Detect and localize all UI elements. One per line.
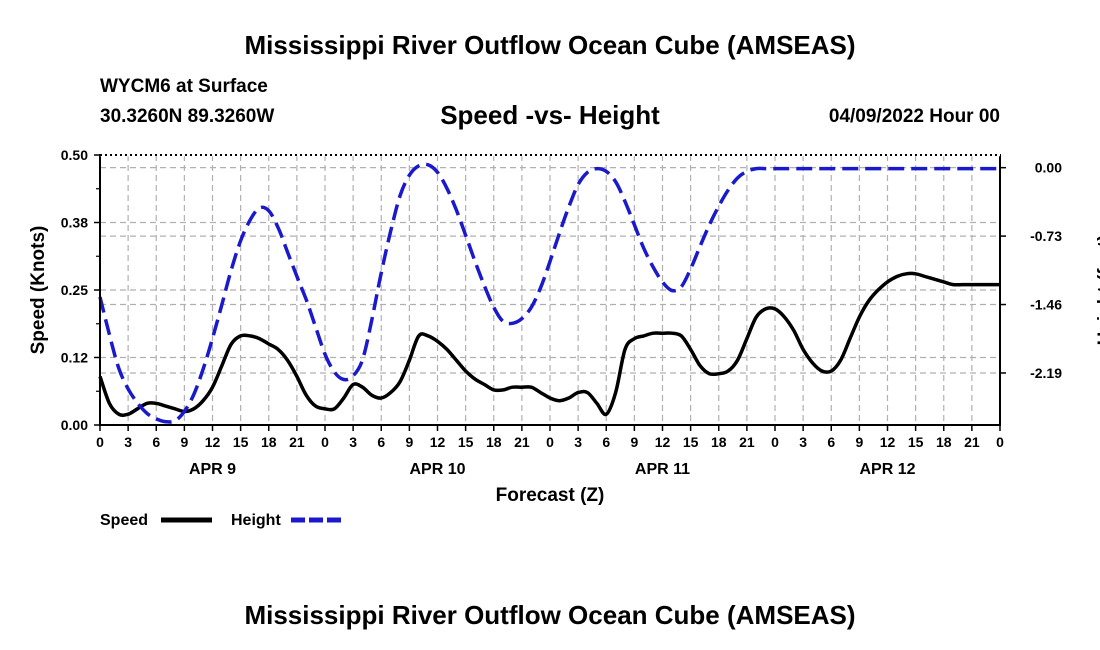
x-tick-label: 9 (855, 434, 863, 450)
chart-title-repeat: Mississippi River Outflow Ocean Cube (AM… (244, 600, 856, 630)
x-tick-label: 18 (261, 434, 277, 450)
station-label: WYCM6 at Surface (100, 76, 268, 97)
x-tick-label: 21 (739, 434, 755, 450)
x-tick-label: 3 (349, 434, 357, 450)
x-tick-label: 9 (180, 434, 188, 450)
x-tick-label: 6 (152, 434, 160, 450)
x-tick-label: 12 (880, 434, 896, 450)
forecast-datestamp: 04/09/2022 Hour 00 (828, 106, 1000, 127)
y-right-tick-label: -0.73 (1030, 228, 1062, 244)
legend-height-label: Height (231, 512, 281, 529)
x-tick-label: 6 (377, 434, 385, 450)
x-tick-label: 15 (683, 434, 699, 450)
station-coordinates: 30.3260N 89.3260W (100, 106, 275, 127)
height-series-line (98, 162, 1000, 424)
y-right-tick-label: -1.46 (1030, 297, 1062, 313)
x-tick-label: 21 (964, 434, 980, 450)
series-lines (98, 162, 1000, 424)
chart-subtitle: Speed -vs- Height (440, 100, 660, 130)
x-tick-label: 12 (430, 434, 446, 450)
x-tick-label: 18 (936, 434, 952, 450)
y-left-tick-label: 0.50 (61, 147, 88, 163)
x-tick-label: 21 (289, 434, 305, 450)
x-tick-label: 0 (546, 434, 554, 450)
legend: Speed Height (100, 512, 342, 529)
x-tick-label: 18 (711, 434, 727, 450)
x-tick-label: 0 (96, 434, 104, 450)
x-tick-label: 0 (771, 434, 779, 450)
speed-series-line (98, 271, 1000, 417)
y-left-tick-label: 0.25 (61, 282, 88, 298)
x-tick-label: 3 (799, 434, 807, 450)
axis-ticks (94, 154, 1006, 431)
x-tick-label: 0 (996, 434, 1004, 450)
day-label: APR 10 (409, 461, 465, 478)
legend-speed-label: Speed (100, 512, 148, 529)
x-tick-label: 12 (205, 434, 221, 450)
x-tick-label: 15 (908, 434, 924, 450)
y-left-tick-label: 0.38 (61, 215, 88, 231)
x-tick-label: 18 (486, 434, 502, 450)
y-left-tick-label: 0.12 (61, 350, 88, 366)
y-right-tick-label: 0.00 (1035, 160, 1062, 176)
y-left-tick-label: 0.00 (61, 417, 88, 433)
grid-lines (100, 155, 1000, 425)
x-tick-label: 15 (233, 434, 249, 450)
y-right-axis-title: Height (feet) (1095, 235, 1100, 346)
x-tick-label: 3 (574, 434, 582, 450)
x-tick-label: 12 (655, 434, 671, 450)
axis-labels: 0 3 6 9 12 15 18 21 0 3 6 9 12 15 18 21 0 3 6 9 12 15 18 21 0 3 6 9… (28, 147, 1100, 506)
x-tick-label: 9 (630, 434, 638, 450)
x-tick-label: 0 (321, 434, 329, 450)
day-label: APR 11 (635, 461, 690, 478)
x-tick-label: 15 (458, 434, 474, 450)
chart-title: Mississippi River Outflow Ocean Cube (AM… (244, 30, 856, 60)
x-axis-title: Forecast (Z) (496, 485, 605, 506)
x-tick-label: 9 (405, 434, 413, 450)
x-tick-label: 6 (827, 434, 835, 450)
y-right-tick-label: -2.19 (1030, 365, 1062, 381)
x-tick-label: 21 (514, 434, 530, 450)
x-tick-label: 6 (602, 434, 610, 450)
x-tick-label: 3 (124, 434, 132, 450)
y-left-axis-title: Speed (Knots) (28, 226, 49, 355)
day-label: APR 9 (189, 461, 236, 478)
day-label: APR 12 (859, 461, 915, 478)
